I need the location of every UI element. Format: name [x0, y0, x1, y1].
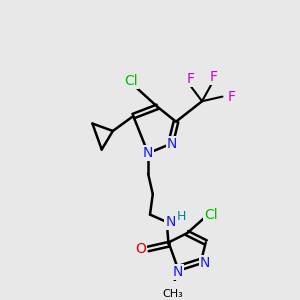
Text: N: N [200, 256, 210, 270]
Text: N: N [143, 146, 153, 160]
Text: N: N [173, 265, 183, 279]
Text: H: H [177, 210, 186, 223]
Text: O: O [135, 242, 146, 256]
Text: Cl: Cl [205, 208, 218, 222]
Text: F: F [228, 90, 236, 104]
Text: N: N [167, 137, 178, 151]
Text: N: N [165, 215, 176, 229]
Text: F: F [187, 72, 195, 86]
Text: CH₃: CH₃ [163, 290, 184, 299]
Text: F: F [209, 70, 217, 84]
Text: Cl: Cl [124, 74, 138, 88]
